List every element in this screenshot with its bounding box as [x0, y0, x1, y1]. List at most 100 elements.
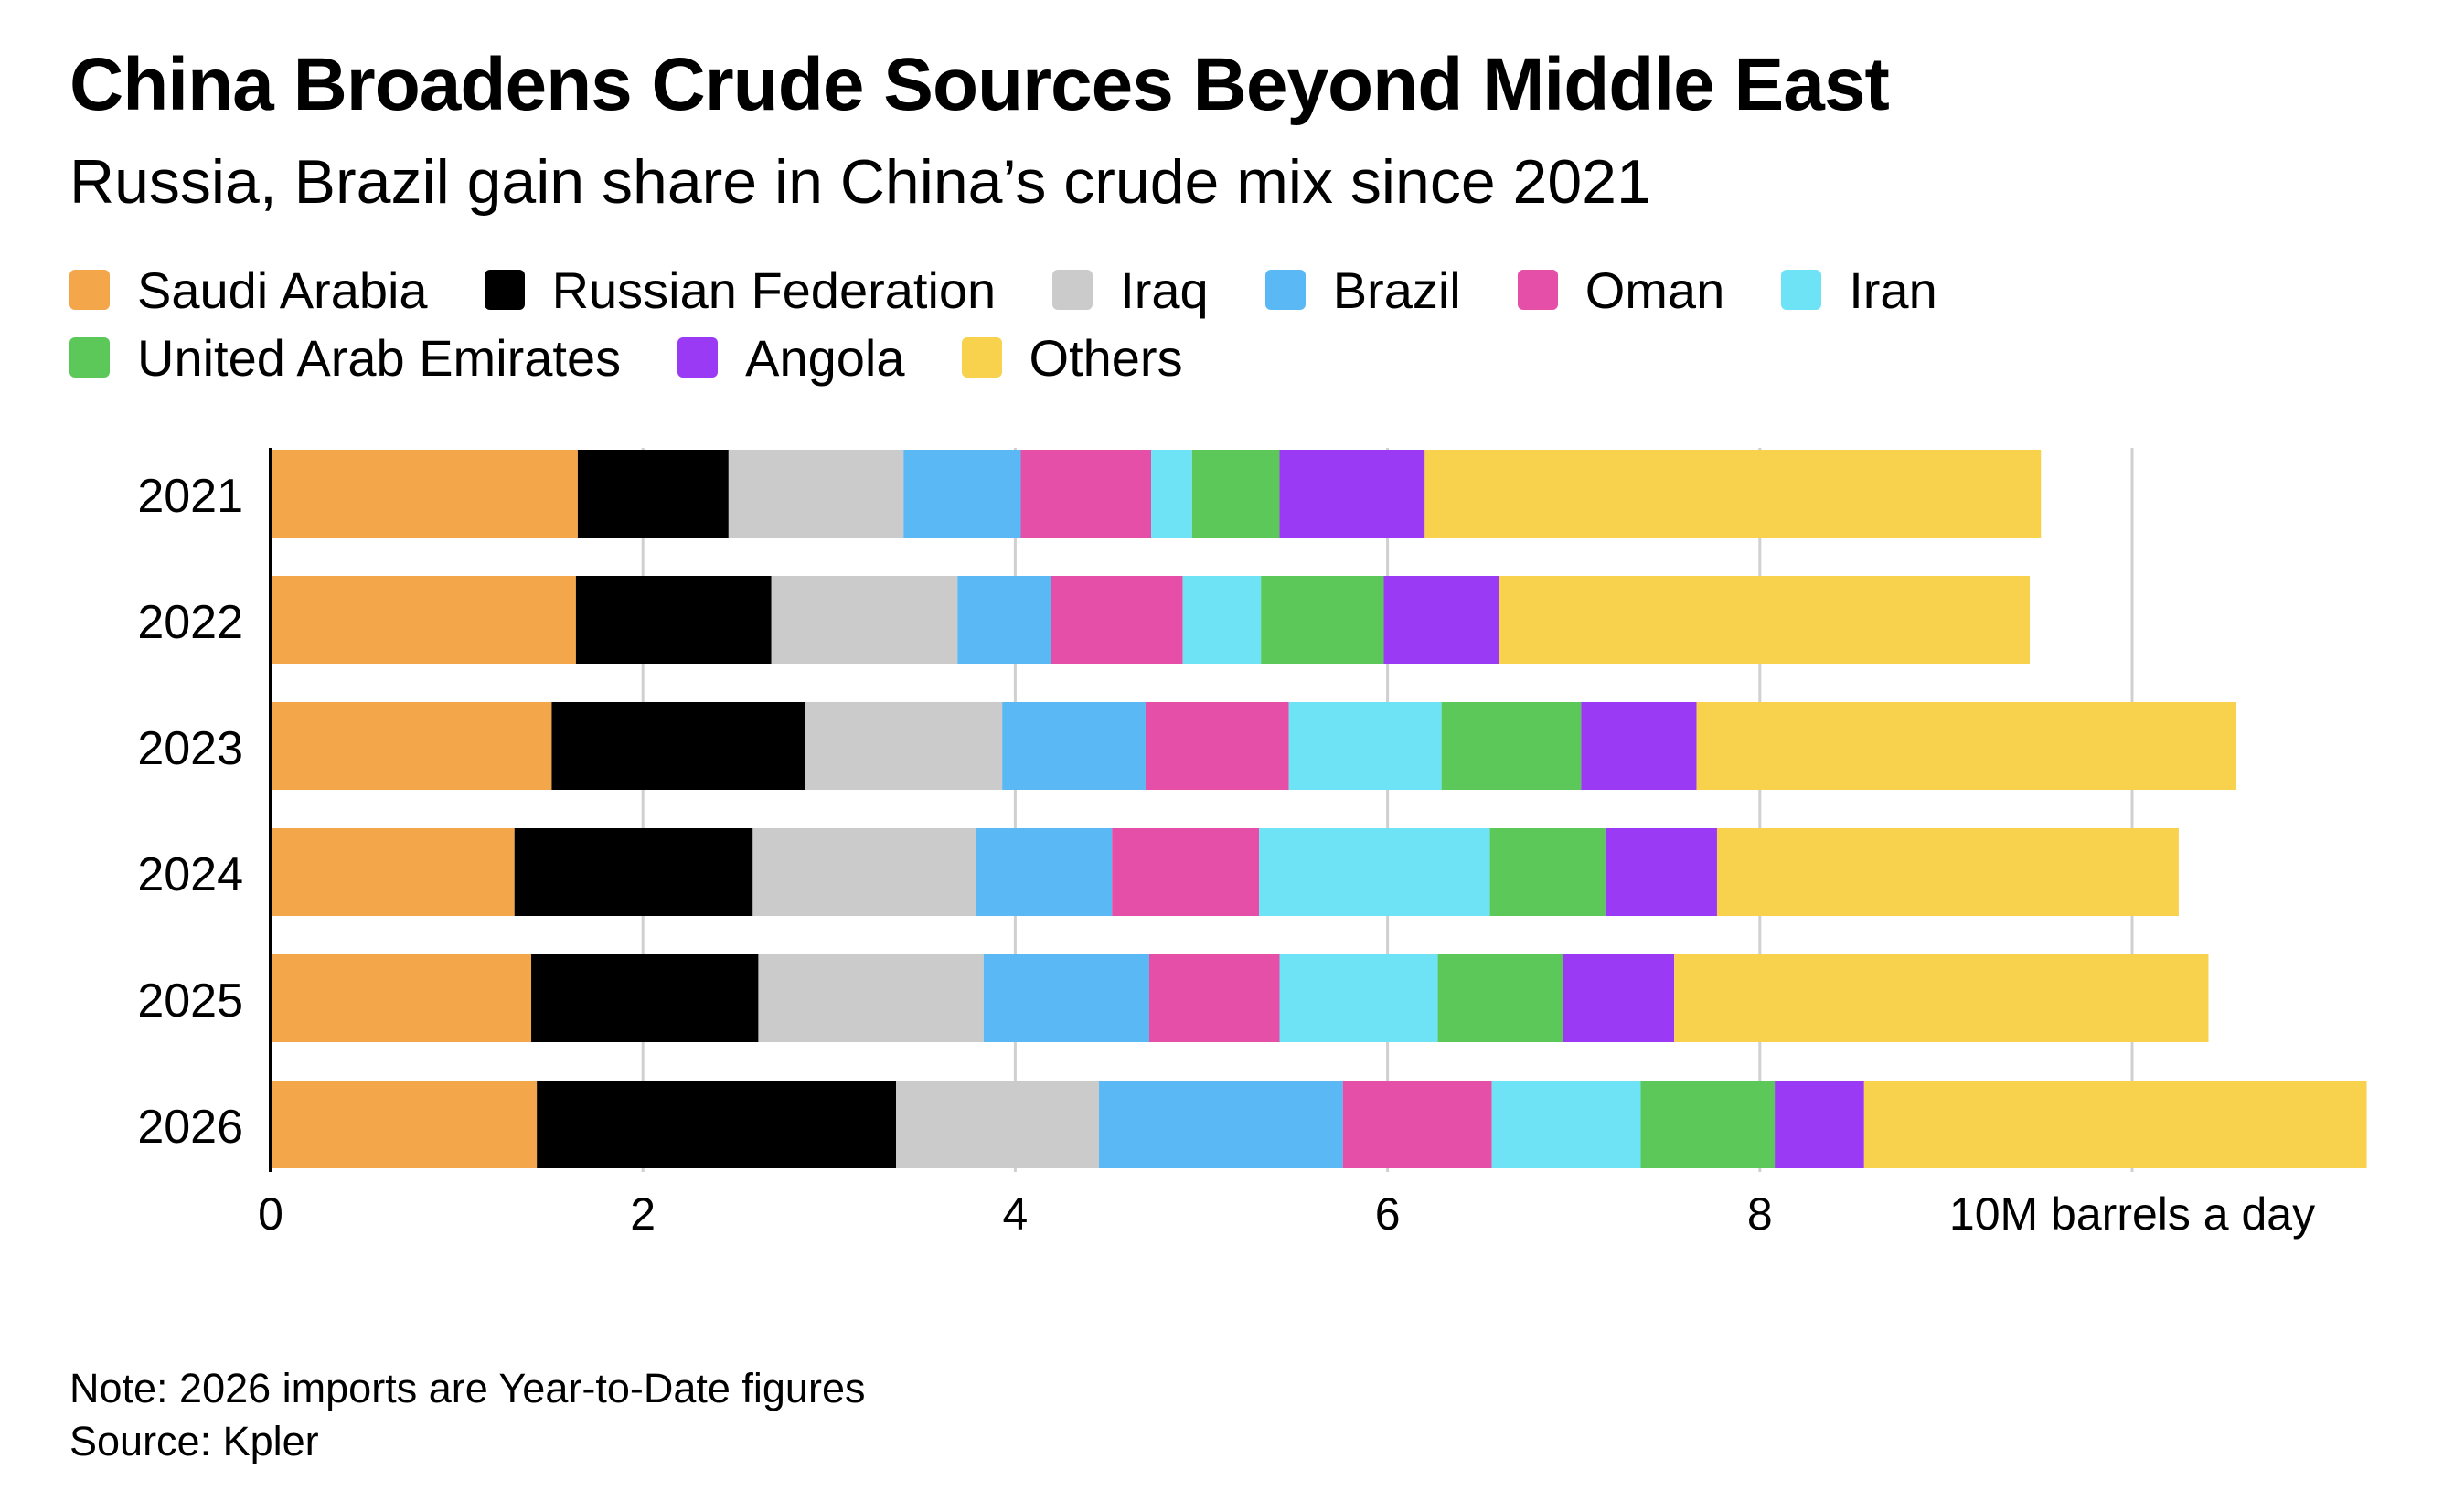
legend-label: Russian Federation [551, 261, 997, 319]
bar-segment [537, 1081, 897, 1168]
bar-segment [1581, 702, 1697, 790]
bar-segment [575, 576, 772, 664]
y-tick-label: 2025 [137, 974, 243, 1028]
x-tick-label: 4 [1002, 1188, 1028, 1240]
bar-segment [1259, 828, 1490, 916]
y-tick-label: 2026 [137, 1101, 243, 1154]
chart-title: China Broadens Crude Sources Beyond Midd… [69, 43, 1890, 126]
bar-segment [271, 828, 515, 916]
legend-item-others: Others [961, 328, 1183, 388]
bar-segment [1279, 450, 1425, 538]
x-tick-label: 8 [1747, 1188, 1773, 1240]
bar-segment [1051, 576, 1183, 664]
bar-segment [531, 954, 759, 1042]
legend-item-iraq: Iraq [1052, 261, 1209, 320]
bar-segment [1182, 576, 1262, 664]
bar-segment [1279, 954, 1438, 1042]
legend-row: United Arab Emirates Angola Others [69, 324, 2355, 391]
source-credit: Source: Kpler [69, 1418, 319, 1464]
axis-layer: 2021 2022 2023 2024 2025 2026 0 2 4 6 8 10M barrels… [137, 448, 2315, 1240]
bar-segment [957, 576, 1051, 664]
bar-segment [1288, 702, 1442, 790]
legend-swatch [1052, 270, 1093, 310]
legend-swatch [1264, 270, 1306, 310]
legend-label: Oman [1584, 261, 1725, 319]
y-tick-label: 2024 [137, 848, 243, 901]
bar-segment [758, 954, 984, 1042]
legend-item-iran: Iran [1781, 261, 1937, 320]
y-tick-label: 2021 [137, 470, 243, 523]
bar-segment [1342, 1081, 1492, 1168]
bar-segment [551, 702, 805, 790]
bar-segment [1491, 1081, 1641, 1168]
bar-segment [983, 954, 1149, 1042]
legend-label: Brazil [1332, 261, 1461, 319]
bar-segment [1441, 702, 1582, 790]
x-tick-label: 6 [1375, 1188, 1401, 1240]
bar-segment [577, 450, 729, 538]
bar-layer [271, 450, 2367, 1168]
legend-item-russian-federation: Russian Federation [484, 261, 997, 320]
legend-label: Others [1029, 328, 1183, 387]
bar-segment [1437, 954, 1563, 1042]
bar-segment [271, 1081, 538, 1168]
legend-item-angola: Angola [677, 328, 905, 388]
legend-swatch [484, 270, 525, 310]
bar-segment [1716, 828, 2179, 916]
x-tick-label: 0 [258, 1188, 283, 1240]
bar-segment [1863, 1081, 2367, 1168]
bar-segment [1499, 576, 2031, 664]
bar-segment [1020, 450, 1152, 538]
footnote: Note: 2026 imports are Year-to-Date figu… [69, 1365, 866, 1411]
bar-segment [1489, 828, 1606, 916]
legend-label: Iran [1849, 261, 1937, 319]
legend-swatch [677, 337, 719, 378]
legend-swatch [1517, 270, 1558, 310]
bar-segment [1696, 702, 2237, 790]
legend-swatch [1781, 270, 1822, 310]
legend-label: Angola [745, 328, 905, 387]
legend-swatch [69, 270, 110, 310]
legend-item-oman: Oman [1517, 261, 1725, 320]
bar-segment [1674, 954, 2209, 1042]
bar-segment [1424, 450, 2042, 538]
bar-segment [271, 954, 532, 1042]
bar-segment [1151, 450, 1192, 538]
bar-segment [1191, 450, 1280, 538]
legend-swatch [69, 337, 110, 378]
grid-layer [641, 448, 2134, 1172]
bar-segment [1383, 576, 1499, 664]
bar-segment [728, 450, 904, 538]
legend: Saudi Arabia Russian Federation Iraq Bra… [69, 256, 2355, 391]
bar-segment [271, 702, 552, 790]
bar-segment [976, 828, 1113, 916]
bar-segment [1148, 954, 1280, 1042]
bar-segment [1145, 702, 1289, 790]
chart-subtitle: Russia, Brazil gain share in China’s cru… [69, 147, 1651, 217]
y-tick-label: 2022 [137, 596, 243, 649]
legend-item-saudi-arabia: Saudi Arabia [69, 261, 428, 320]
bar-segment [1099, 1081, 1343, 1168]
bar-segment [271, 576, 576, 664]
bar-segment [752, 828, 976, 916]
bar-segment [771, 576, 958, 664]
bar-segment [1605, 828, 1717, 916]
bar-segment [1261, 576, 1384, 664]
legend-label: Iraq [1120, 261, 1209, 319]
legend-swatch [961, 337, 1002, 378]
legend-label: United Arab Emirates [137, 328, 622, 387]
bar-segment [271, 450, 578, 538]
bar-segment [1112, 828, 1260, 916]
legend-row: Saudi Arabia Russian Federation Iraq Bra… [69, 256, 2355, 324]
x-tick-label: 2 [630, 1188, 656, 1240]
y-tick-label: 2023 [137, 722, 243, 775]
bar-segment [1002, 702, 1146, 790]
bar-segment [805, 702, 1003, 790]
bar-segment [514, 828, 753, 916]
legend-item-united-arab-emirates: United Arab Emirates [69, 328, 621, 388]
x-tick-label: 10M barrels a day [1949, 1188, 2315, 1240]
bar-segment [1562, 954, 1675, 1042]
bar-segment [903, 450, 1021, 538]
legend-item-brazil: Brazil [1264, 261, 1461, 320]
